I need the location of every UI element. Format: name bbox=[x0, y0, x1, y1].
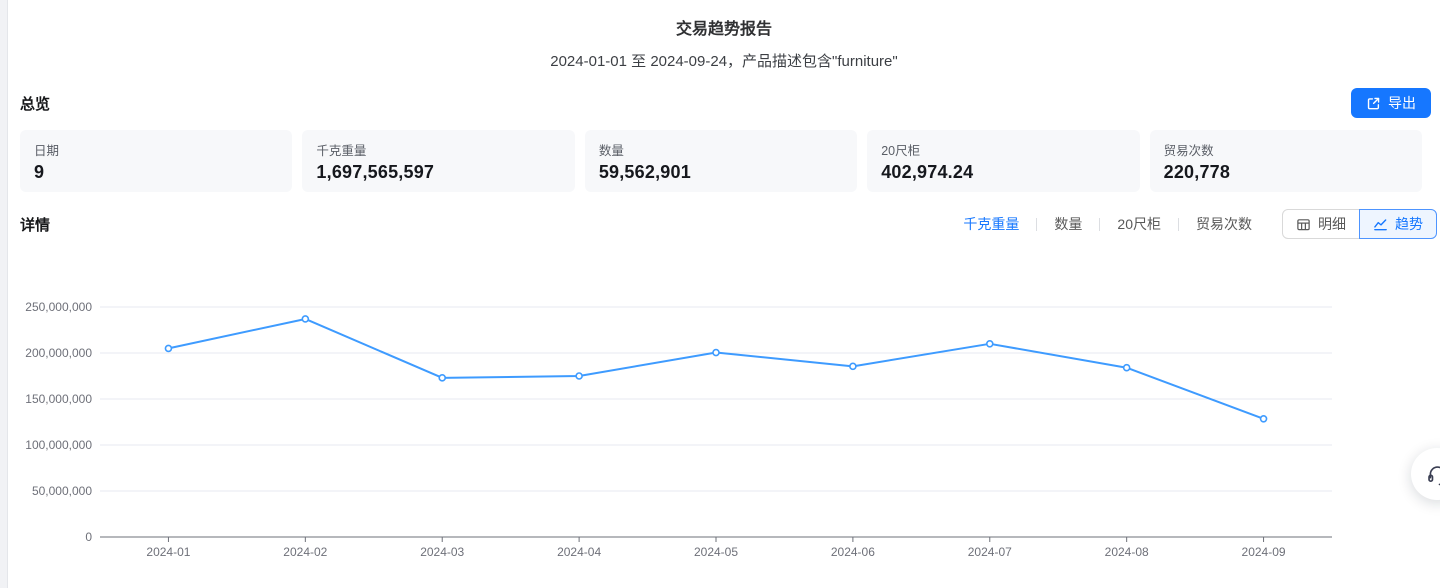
data-point-2024-08[interactable] bbox=[1122, 363, 1131, 372]
x-axis-label: 2024-06 bbox=[831, 545, 875, 559]
trend-chart: 0 50,000,000 100,000,000 150,000,000 200,000… bbox=[0, 285, 1345, 580]
page-title: 交易趋势报告 bbox=[675, 21, 772, 38]
trend-chart-canvas[interactable]: 0 50,000,000 100,000,000 150,000,000 200,000… bbox=[0, 285, 1345, 580]
line-chart-icon bbox=[1373, 217, 1388, 232]
table-grid-icon bbox=[1296, 217, 1311, 232]
x-axis-label: 2024-01 bbox=[146, 545, 190, 559]
data-point-2024-05[interactable] bbox=[712, 348, 720, 357]
details-section-header: 详情 千克重量 数量 20尺柜 贸易次数 bbox=[20, 208, 1437, 240]
y-axis-label: 150,000,000 bbox=[25, 392, 92, 406]
y-axis-label: 100,000,000 bbox=[25, 438, 92, 452]
view-toggle-trend-label: 趋势 bbox=[1395, 216, 1423, 232]
x-axis-label: 2024-03 bbox=[420, 545, 464, 559]
stat-card-label: 贸易次数 bbox=[1163, 144, 1214, 158]
overview-section-title: 总览 bbox=[20, 95, 51, 113]
stat-card-value: 1,697,565,597 bbox=[316, 162, 435, 182]
stat-card-20ft-container: 20尺柜 402,974.24 bbox=[867, 130, 1140, 192]
view-toggle-trend-button[interactable]: 趋势 bbox=[1359, 209, 1437, 239]
stat-card-label: 千克重量 bbox=[316, 144, 367, 158]
stat-card-trade-count: 贸易次数 220,778 bbox=[1149, 130, 1423, 192]
data-point-2024-07[interactable] bbox=[985, 339, 994, 348]
page-left-gutter bbox=[0, 0, 8, 588]
view-toggle: 明细 趋势 bbox=[1282, 209, 1437, 239]
stat-card-label: 20尺柜 bbox=[881, 144, 921, 158]
export-button[interactable]: 导出 bbox=[1351, 88, 1431, 118]
x-axis-label: 2024-05 bbox=[694, 545, 738, 559]
view-toggle-detail-button[interactable]: 明细 bbox=[1282, 209, 1360, 239]
x-axis-label: 2024-02 bbox=[283, 545, 327, 559]
report-header: 交易趋势报告 2024-01-01 至 2024-09-24，产品描述包含"fu… bbox=[8, 0, 1440, 71]
details-section-title: 详情 bbox=[20, 216, 51, 234]
x-axis-label: 2024-07 bbox=[968, 545, 1012, 559]
data-point-2024-06[interactable] bbox=[849, 362, 857, 371]
stat-card-value: 220,778 bbox=[1163, 162, 1231, 182]
metric-tab-20ft-container[interactable]: 20尺柜 bbox=[1117, 216, 1161, 232]
support-fab-button[interactable] bbox=[1411, 448, 1440, 500]
data-point-2024-02[interactable] bbox=[301, 315, 310, 323]
y-axis-label: 200,000,000 bbox=[25, 346, 92, 360]
metric-tabs: 千克重量 数量 20尺柜 贸易次数 bbox=[961, 214, 1254, 234]
headset-icon bbox=[1426, 463, 1440, 486]
export-icon bbox=[1366, 96, 1381, 111]
overview-section-header: 总览 导出 bbox=[20, 88, 1431, 118]
y-axis-label: 0 bbox=[85, 530, 92, 544]
stat-card-quantity: 数量 59,562,901 bbox=[584, 130, 858, 192]
stat-card-label: 日期 bbox=[34, 144, 60, 158]
tab-separator bbox=[1099, 217, 1101, 231]
y-axis-label: 250,000,000 bbox=[25, 300, 92, 314]
page-subtitle: 2024-01-01 至 2024-09-24，产品描述包含"furniture… bbox=[550, 53, 898, 70]
data-point-2024-09[interactable] bbox=[1259, 414, 1268, 423]
stat-card-value: 59,562,901 bbox=[598, 162, 691, 182]
y-axis-label: 50,000,000 bbox=[32, 484, 92, 498]
stat-card-label: 数量 bbox=[598, 144, 624, 158]
metric-tab-trade-count[interactable]: 贸易次数 bbox=[1196, 216, 1252, 232]
metric-tab-quantity[interactable]: 数量 bbox=[1054, 216, 1083, 232]
stat-card-value: 9 bbox=[34, 162, 45, 182]
trend-line bbox=[168, 317, 1264, 420]
tab-separator bbox=[1178, 217, 1179, 231]
x-axis-label: 2024-08 bbox=[1105, 545, 1149, 559]
tab-separator bbox=[1036, 217, 1038, 231]
data-point-2024-03[interactable] bbox=[438, 374, 447, 382]
data-point-2024-04[interactable] bbox=[575, 372, 583, 380]
view-toggle-detail-label: 明细 bbox=[1318, 216, 1346, 232]
stat-card-value: 402,974.24 bbox=[881, 162, 974, 182]
stat-card-date: 日期 9 bbox=[20, 130, 293, 192]
overview-stat-cards: 日期 9 千克重量 1,697,565,597 数量 59,562,901 20… bbox=[20, 130, 1423, 192]
stat-card-kg-weight: 千克重量 1,697,565,597 bbox=[302, 130, 575, 192]
export-button-label: 导出 bbox=[1388, 95, 1416, 111]
x-axis-label: 2024-04 bbox=[557, 545, 601, 559]
details-controls: 千克重量 数量 20尺柜 贸易次数 明细 bbox=[961, 209, 1437, 239]
metric-tab-kg-weight[interactable]: 千克重量 bbox=[963, 216, 1020, 232]
x-axis-label: 2024-09 bbox=[1242, 545, 1286, 559]
data-point-2024-01[interactable] bbox=[164, 344, 173, 353]
